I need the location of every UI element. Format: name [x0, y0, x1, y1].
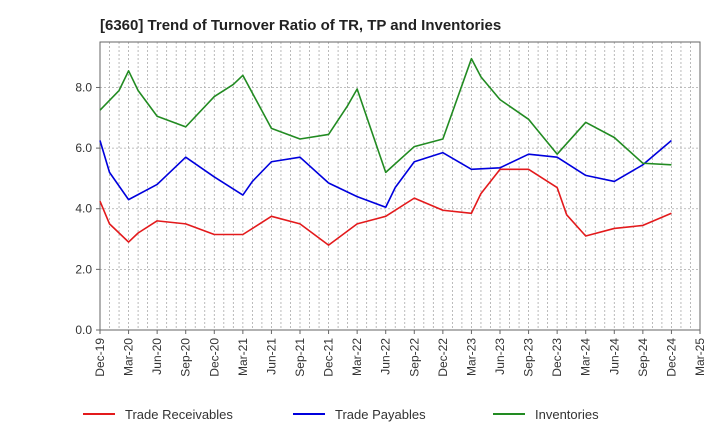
legend: Trade Receivables Trade Payables Inventori…: [83, 407, 599, 422]
x-tick-label: Dec-20: [207, 338, 221, 377]
x-tick-label: Mar-21: [236, 338, 250, 376]
x-tick-label: Mar-20: [122, 338, 136, 376]
legend-item-inventories: Inventories: [493, 407, 599, 422]
x-tick-label: Mar-24: [579, 338, 593, 376]
legend-label: Inventories: [535, 407, 599, 422]
y-tick-label: 6.0: [75, 141, 92, 155]
x-tick-label: Jun-20: [150, 338, 164, 375]
y-tick-label: 4.0: [75, 202, 92, 216]
series-line-inventories: [99, 57, 672, 174]
x-tick-label: Jun-23: [493, 338, 507, 375]
legend-label: Trade Payables: [335, 407, 426, 422]
x-tick-label: Mar-22: [350, 338, 364, 376]
x-tick-label: Dec-23: [550, 338, 564, 377]
legend-item-trade-payables: Trade Payables: [293, 407, 426, 422]
x-tick-label: Dec-21: [322, 338, 336, 377]
plot-frame: [99, 41, 701, 331]
x-axis: Dec-19 Mar-20 Jun-20 Sep-20 Dec-20 Mar-21 Jun-…: [93, 330, 707, 377]
x-tick-label: Dec-24: [664, 338, 678, 377]
x-tick-label: Dec-22: [436, 338, 450, 377]
chart-title: [6360] Trend of Turnover Ratio of TR, TP…: [100, 17, 501, 34]
x-tick-label: Sep-23: [522, 338, 536, 377]
series-line-trade-payables: [99, 139, 672, 209]
x-tick-label: Sep-21: [293, 338, 307, 377]
legend-item-trade-receivables: Trade Receivables: [83, 407, 233, 422]
x-tick-label: Dec-19: [93, 338, 107, 377]
legend-label: Trade Receivables: [125, 407, 233, 422]
x-tick-label: Jun-22: [379, 338, 393, 375]
x-tick-label: Jun-21: [264, 338, 278, 375]
x-tick-label: Mar-23: [464, 338, 478, 376]
x-tick-label: Jun-24: [607, 338, 621, 375]
x-tick-label: Mar-25: [693, 338, 707, 376]
series-line-trade-receivables: [99, 168, 672, 246]
x-tick-label: Sep-22: [407, 338, 421, 377]
x-tick-label: Sep-20: [179, 338, 193, 377]
y-tick-label: 2.0: [75, 262, 92, 276]
y-tick-label: 8.0: [75, 80, 92, 94]
series-lines: [99, 57, 672, 246]
x-tick-label: Sep-24: [636, 338, 650, 377]
y-axis: 0.0 2.0 4.0 6.0 8.0: [75, 80, 100, 337]
grid: [100, 42, 700, 330]
y-tick-label: 0.0: [75, 323, 92, 337]
